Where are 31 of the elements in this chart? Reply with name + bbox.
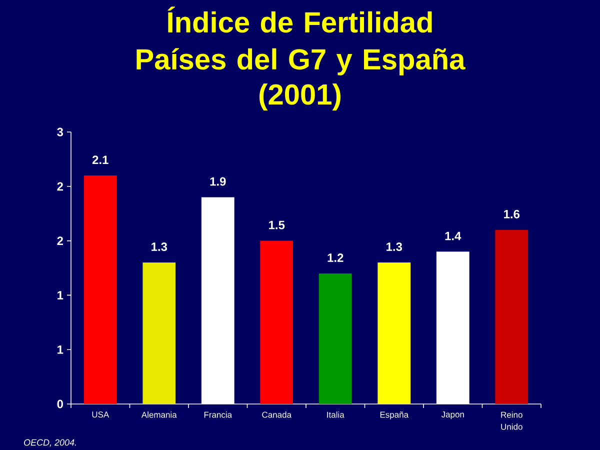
chart-title: Índice de Fertilidad Países del G7 y España [136, 6, 466, 76]
data-label: 1.2 [328, 254, 344, 262]
x-tick-label: Francia [204, 412, 232, 418]
x-tick-label: Reino Unido [501, 412, 522, 430]
x-tick-label: USA [92, 412, 110, 418]
x-tick-label: Alemania [141, 412, 177, 418]
data-label: 2.1 [92, 156, 108, 164]
y-tick-label: 2 [57, 236, 63, 245]
chart-subtitle: (2001) [260, 83, 340, 111]
bar [142, 262, 176, 404]
y-tick-label: 1 [58, 291, 64, 300]
data-label: 1.3 [386, 242, 402, 252]
data-label: 1.5 [269, 220, 285, 230]
bar [378, 262, 411, 404]
bar [495, 230, 528, 404]
y-tick-label: 3 [57, 128, 64, 136]
data-label: 1.6 [504, 210, 520, 218]
bar [260, 240, 294, 404]
text: OECD, 2004. [24, 439, 76, 447]
bar [84, 176, 117, 404]
y-tick-label: 2 [57, 182, 63, 191]
y-tick-label: 1 [58, 345, 64, 354]
data-label: 1.3 [152, 242, 168, 252]
bar [318, 273, 352, 404]
x-tick-label: España [380, 412, 409, 420]
x-tick-label: Italia [327, 412, 344, 418]
x-tick-label: Japon [441, 412, 464, 420]
data-label: 1.9 [210, 177, 226, 186]
y-tick-label: 0 [57, 400, 63, 408]
data-label: 1.4 [445, 232, 462, 240]
x-tick-label: Canada [262, 412, 292, 418]
